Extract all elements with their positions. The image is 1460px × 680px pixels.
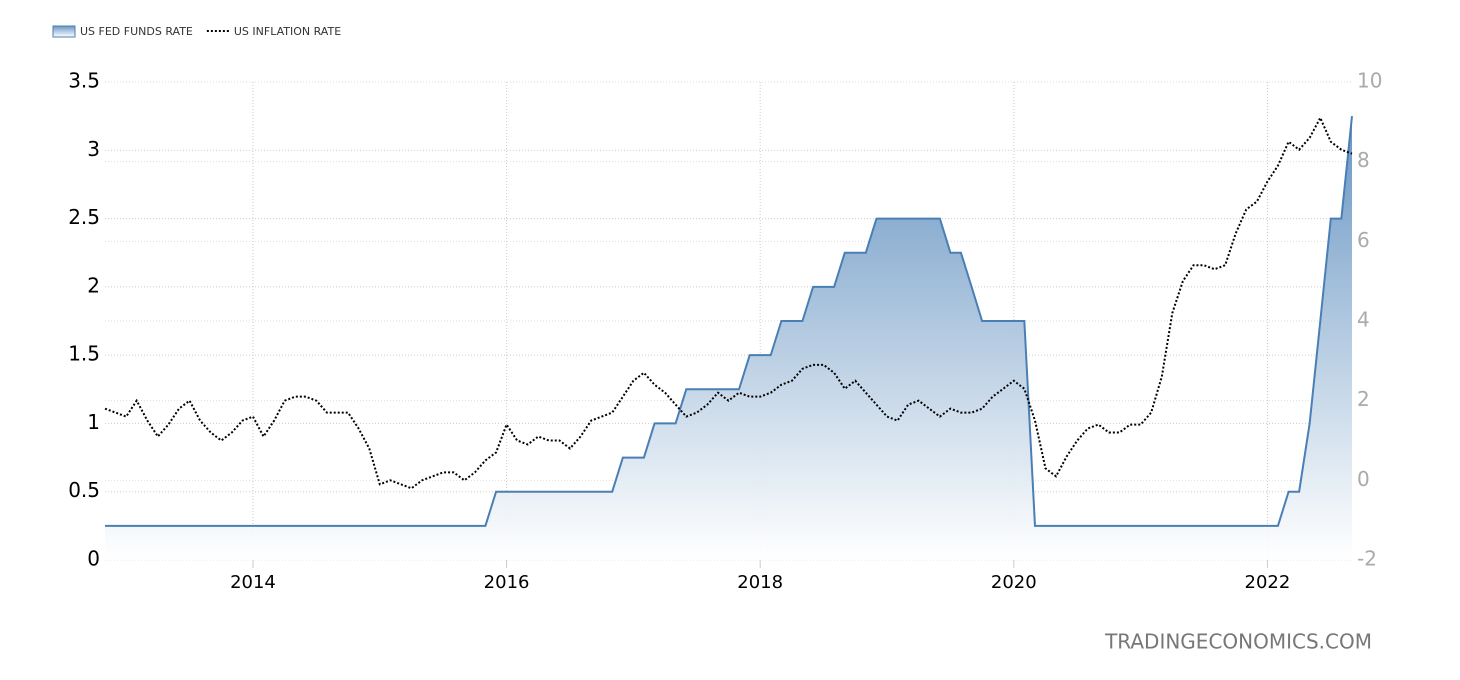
legend-label: US INFLATION RATE — [234, 25, 341, 38]
y2-tick-label: 8 — [1357, 148, 1370, 172]
y-tick-label: 1 — [87, 410, 100, 434]
y-tick-label: 2.5 — [68, 205, 100, 229]
y2-tick-label: 4 — [1357, 308, 1370, 332]
y2-tick-label: 10 — [1357, 69, 1382, 93]
y-tick-label: 1.5 — [68, 342, 100, 366]
y2-tick-label: 2 — [1357, 387, 1370, 411]
watermark: TRADINGECONOMICS.COM — [1104, 630, 1372, 654]
area-line — [105, 116, 1353, 527]
y-tick-label: 3.5 — [68, 69, 100, 93]
x-tick-label: 2022 — [1245, 572, 1291, 593]
x-tick-label: 2014 — [230, 572, 276, 593]
area-fill — [105, 116, 1352, 560]
x-tick-label: 2016 — [484, 572, 530, 593]
y2-tick-label: 6 — [1357, 228, 1370, 252]
y-tick-label: 0.5 — [68, 478, 100, 502]
legend-label: US FED FUNDS RATE — [80, 25, 193, 38]
x-tick-label: 2020 — [991, 572, 1037, 593]
legend-swatch — [52, 25, 76, 38]
y2-tick-label: -2 — [1357, 547, 1377, 571]
y2-tick-label: 0 — [1357, 467, 1370, 491]
y-tick-label: 3 — [87, 137, 100, 161]
y-tick-label: 0 — [87, 547, 100, 571]
x-tick-label: 2018 — [737, 572, 783, 593]
y-tick-label: 2 — [87, 273, 100, 297]
line — [104, 115, 1353, 490]
